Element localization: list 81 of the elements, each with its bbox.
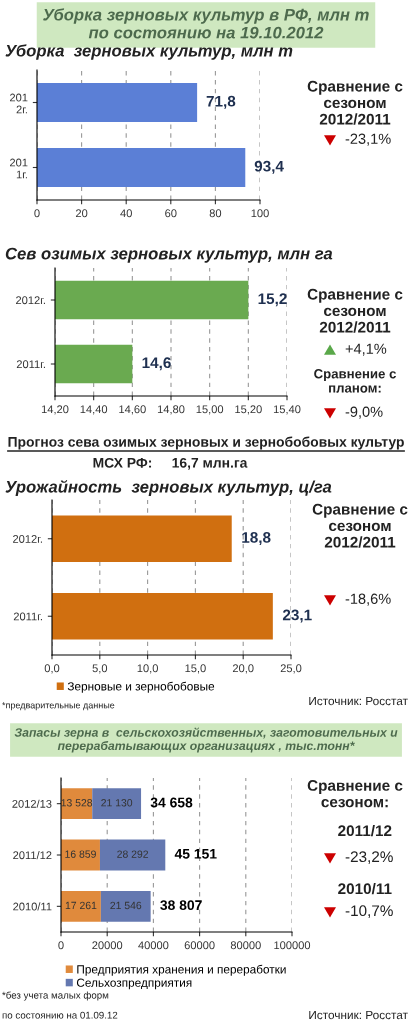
data-label: 28 292 — [117, 850, 149, 858]
x-tick-label: 100 — [251, 209, 269, 218]
data-label: 71,8 — [206, 95, 236, 109]
x-tick-label: 20000 — [92, 941, 123, 950]
chart-title: Сев озимых зерновых культур, млн га — [5, 247, 333, 263]
text: *предварительные данные — [2, 702, 115, 711]
text: МСХ РФ: 16,7 млн.га — [93, 457, 248, 470]
total-label: 34 658 — [150, 797, 193, 808]
x-tick-label: 40000 — [138, 941, 169, 950]
y-tick-label: 2011/12 — [13, 850, 52, 860]
y-tick-label: 2012/13 — [12, 799, 52, 808]
text: Сравнение с планом: — [314, 369, 396, 393]
y-tick-label: 201 1г. — [9, 158, 28, 179]
text: +4,1% — [345, 343, 387, 356]
x-tick-label: 14,40 — [80, 405, 108, 415]
x-tick-label: 0,0 — [44, 664, 60, 674]
x-tick-label: 14,80 — [157, 405, 185, 415]
x-tick-label: 5,0 — [92, 664, 108, 674]
chart-title: Уборка зерновых культур в РФ, млн т по состоянию на 19.10.2012 — [43, 8, 369, 39]
x-tick-label: 60 — [165, 209, 177, 218]
x-tick-label: 60000 — [184, 941, 215, 950]
data-label: 21 130 — [101, 799, 133, 807]
total-label: 45 151 — [174, 849, 217, 859]
text: *без учета малых форм — [2, 991, 109, 1001]
bar — [99, 839, 166, 871]
x-tick-label: 40 — [120, 209, 132, 218]
text: 2011/12 — [338, 824, 392, 837]
text: Источник: Росстат — [309, 696, 408, 706]
text: Сравнение с сезоном 2012/2011 — [312, 503, 408, 548]
chart-title: Запасы зерна в сельскохозяйственных, заготовительных и перерабатывающих организациях , тыс.тонн* — [14, 727, 398, 753]
x-tick-label: 20 — [75, 209, 88, 218]
x-tick-label: 15,0 — [185, 664, 206, 674]
text: Прогноз сева озимых зерновых и зернобобовых культур — [8, 436, 404, 450]
y-tick-label: 2010/11 — [13, 902, 52, 911]
bar — [61, 788, 93, 820]
data-label: 17 261 — [65, 901, 97, 910]
legend-label: Предприятия хранения и переработки — [77, 964, 286, 976]
bar — [92, 788, 142, 820]
y-tick-label: 201 2г. — [9, 93, 28, 114]
data-label: 18,8 — [242, 532, 271, 546]
y-tick-label: 2012г. — [13, 535, 42, 543]
data-label: 23,1 — [282, 609, 312, 623]
x-tick-label: 15,20 — [235, 405, 262, 415]
text: -23,2% — [345, 851, 393, 864]
text: -10,7% — [345, 905, 393, 918]
y-tick-label: 2012г. — [16, 296, 45, 305]
text: Сравнение с сезоном: — [307, 780, 403, 808]
bar — [61, 890, 101, 922]
x-tick-label: 14,60 — [119, 405, 146, 415]
total-label: 38 807 — [160, 900, 202, 911]
x-tick-label: 80 — [209, 209, 222, 218]
x-tick-label: 0 — [34, 209, 40, 218]
x-tick-label: 14,20 — [41, 405, 69, 415]
x-tick-label: 15,00 — [196, 405, 224, 415]
text: -18,6% — [345, 593, 391, 606]
text: -9,0% — [345, 406, 383, 419]
data-label: 15,2 — [258, 293, 287, 307]
legend-label: Сельхозпредприятия — [76, 978, 192, 990]
legend-label: Зерновые и зернобобовые — [67, 681, 215, 693]
x-tick-label: 10,0 — [137, 664, 158, 674]
data-label: 93,4 — [254, 160, 284, 174]
chart-subtitle: Уборка зерновых культур, млн т — [5, 44, 293, 60]
data-label: 14,6 — [142, 357, 171, 371]
x-tick-label: 80000 — [230, 941, 261, 950]
x-tick-label: 25,0 — [280, 664, 302, 674]
y-tick-label: 2011г. — [16, 360, 45, 369]
chart-title: Урожайность зерновых культур, ц/га — [5, 480, 332, 496]
x-tick-label: 15,40 — [273, 405, 301, 415]
x-tick-label: 100000 — [274, 941, 311, 950]
data-label: 16 859 — [65, 850, 96, 858]
text: по состоянию на 01.09.12 — [2, 1011, 118, 1019]
bar — [100, 890, 151, 922]
x-tick-label: 0 — [58, 941, 64, 950]
text: 2010/11 — [338, 882, 392, 895]
text: Сравнение с сезоном 2012/2011 — [307, 288, 403, 333]
x-tick-label: 20,0 — [232, 664, 254, 674]
text: Сравнение с сезоном 2012/2011 — [307, 80, 403, 125]
text: -23,1% — [345, 133, 391, 146]
text: Источник: Росстат — [309, 1010, 408, 1020]
y-tick-label: 2011г. — [13, 612, 42, 621]
data-label: 21 546 — [110, 901, 142, 910]
